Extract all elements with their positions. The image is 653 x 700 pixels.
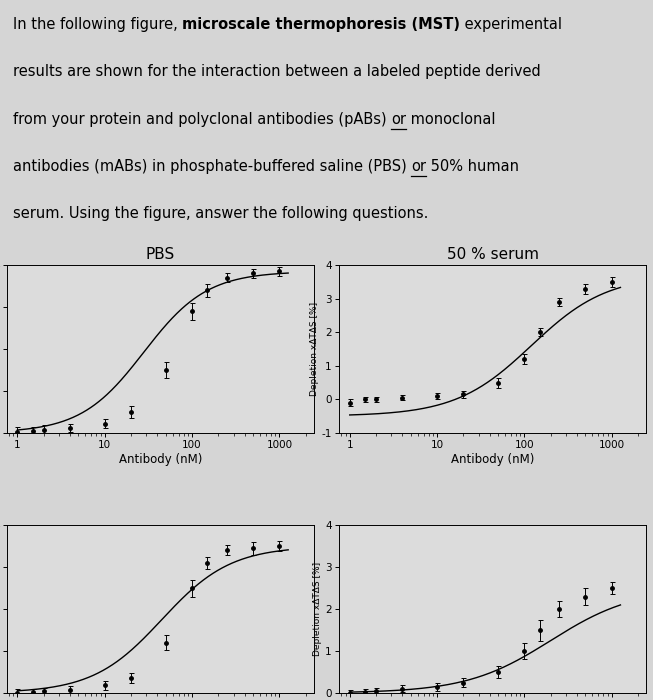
Text: 50% human: 50% human	[426, 159, 519, 174]
X-axis label: Antibody (nM): Antibody (nM)	[119, 453, 202, 466]
Text: serum. Using the figure, answer the following questions.: serum. Using the figure, answer the foll…	[13, 206, 428, 221]
Text: results are shown for the interaction between a labeled peptide derived: results are shown for the interaction be…	[13, 64, 541, 79]
Text: monoclonal: monoclonal	[406, 111, 496, 127]
Text: or: or	[391, 111, 406, 127]
Text: experimental: experimental	[460, 17, 562, 32]
X-axis label: Antibody (nM): Antibody (nM)	[451, 453, 534, 466]
Text: antibodies (mABs) in phosphate-buffered saline (PBS): antibodies (mABs) in phosphate-buffered …	[13, 159, 411, 174]
Text: 50 % serum: 50 % serum	[447, 246, 539, 262]
Text: PBS: PBS	[146, 246, 175, 262]
Y-axis label: Depletion xΔTΔS [%]: Depletion xΔTΔS [%]	[310, 302, 319, 396]
Text: or: or	[411, 159, 426, 174]
Text: from your protein and polyclonal antibodies (pABs): from your protein and polyclonal antibod…	[13, 111, 391, 127]
Text: microscale thermophoresis (MST): microscale thermophoresis (MST)	[182, 17, 460, 32]
Text: In the following figure,: In the following figure,	[13, 17, 182, 32]
Y-axis label: Depletion xΔTΔS [%]: Depletion xΔTΔS [%]	[313, 562, 323, 656]
